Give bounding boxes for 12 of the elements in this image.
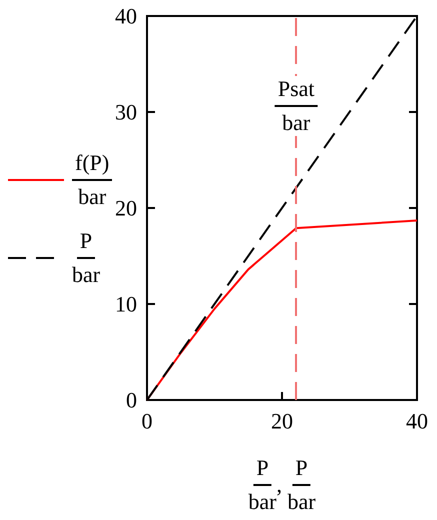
y-tick-label: 20 — [115, 196, 137, 220]
y-tick-label: 10 — [115, 292, 137, 316]
legend-label: P bar — [72, 228, 100, 288]
line-series — [146, 219, 418, 401]
x-tick-label: 40 — [406, 408, 428, 434]
y-tick-label: 30 — [115, 100, 137, 124]
x-tick-label: 0 — [142, 408, 152, 434]
y-tick-label: 0 — [126, 388, 137, 412]
x-tick-label: 20 — [271, 408, 293, 434]
y-tick-label: 40 — [115, 4, 137, 28]
legend-label: f(P) bar — [74, 150, 110, 210]
ref-line-label: Psat bar — [274, 76, 318, 136]
